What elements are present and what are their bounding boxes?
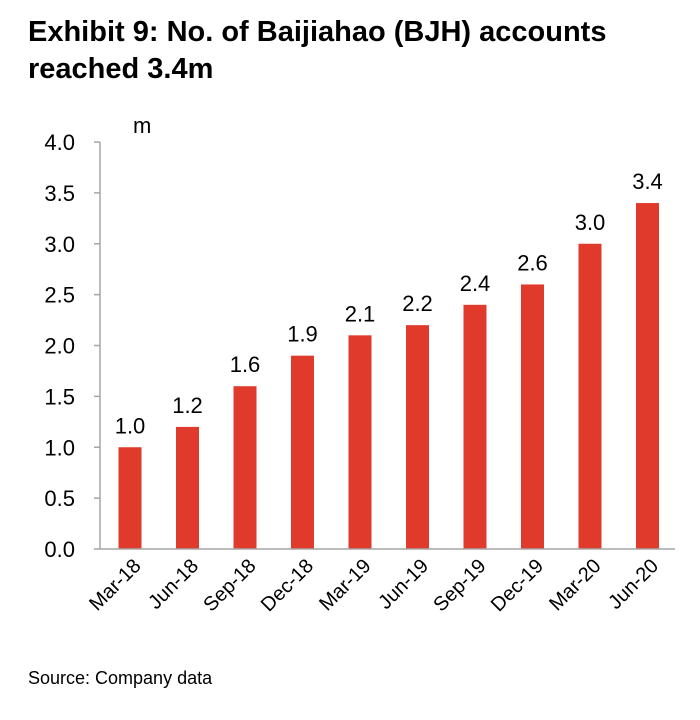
data-label: 1.6 bbox=[230, 352, 261, 377]
bar bbox=[291, 355, 314, 549]
x-tick-label: Jun-20 bbox=[604, 555, 663, 614]
data-label: 3.0 bbox=[575, 210, 606, 235]
data-label: 2.2 bbox=[402, 291, 433, 316]
y-tick-label: 3.0 bbox=[44, 232, 75, 257]
bar bbox=[463, 304, 487, 549]
x-tick-label: Sep-19 bbox=[429, 555, 490, 616]
x-tick-label: Dec-18 bbox=[257, 555, 318, 616]
chart-title-line-2: reached 3.4m bbox=[28, 53, 214, 85]
source-note: Source: Company data bbox=[28, 668, 213, 688]
y-tick-label: 1.5 bbox=[44, 384, 75, 409]
x-tick-label: Sep-18 bbox=[199, 555, 260, 616]
y-tick-label: 0.0 bbox=[44, 537, 75, 562]
bar bbox=[348, 335, 372, 549]
bar bbox=[406, 325, 429, 549]
x-tick-label: Dec-19 bbox=[487, 555, 548, 616]
bar bbox=[233, 386, 257, 549]
data-labels: 1.0 1.2 1.6 1.9 2.1 2.2 2.4 2.6 3.0 3.4 bbox=[115, 169, 663, 438]
y-tick-label: 0.5 bbox=[44, 486, 75, 511]
data-label: 3.4 bbox=[632, 169, 663, 194]
x-tick-label: Mar-19 bbox=[315, 555, 375, 615]
y-tick-label: 2.5 bbox=[44, 283, 75, 308]
y-axis: 0.0 0.5 1.0 1.5 2.0 2.5 3.0 3.5 4.0 bbox=[44, 130, 101, 562]
bar bbox=[636, 203, 659, 550]
data-label: 2.6 bbox=[517, 250, 548, 275]
chart-title: Exhibit 9: No. of Baijiahao (BJH) accoun… bbox=[28, 14, 693, 88]
y-tick-label: 4.0 bbox=[44, 130, 75, 155]
data-label: 1.9 bbox=[287, 322, 318, 347]
chart-title-line-1: Exhibit 9: No. of Baijiahao (BJH) accoun… bbox=[28, 16, 607, 48]
y-unit-label: m bbox=[133, 113, 151, 138]
bars bbox=[118, 203, 659, 550]
bar-chart: 0.0 0.5 1.0 1.5 2.0 2.5 3.0 3.5 4.0 1.0 1.2 1.6 1.9… bbox=[44, 113, 675, 616]
x-tick-label: Mar-18 bbox=[85, 555, 145, 615]
y-tick-label: 2.0 bbox=[44, 334, 75, 359]
data-label: 2.1 bbox=[345, 301, 376, 326]
bar bbox=[521, 284, 544, 549]
data-label: 1.0 bbox=[115, 413, 146, 438]
data-label: 1.2 bbox=[172, 393, 203, 418]
x-tick-label: Mar-20 bbox=[545, 555, 605, 615]
x-tick-label: Jun-18 bbox=[144, 555, 203, 614]
bar bbox=[118, 447, 142, 549]
bar bbox=[578, 243, 602, 549]
y-tick-label: 3.5 bbox=[44, 181, 75, 206]
data-label: 2.4 bbox=[460, 271, 491, 296]
bar bbox=[176, 426, 199, 549]
x-tick-label: Jun-19 bbox=[374, 555, 433, 614]
x-axis: Mar-18Jun-18Sep-18Dec-18Mar-19Jun-19Sep-… bbox=[85, 548, 675, 616]
y-tick-label: 1.0 bbox=[44, 435, 75, 460]
